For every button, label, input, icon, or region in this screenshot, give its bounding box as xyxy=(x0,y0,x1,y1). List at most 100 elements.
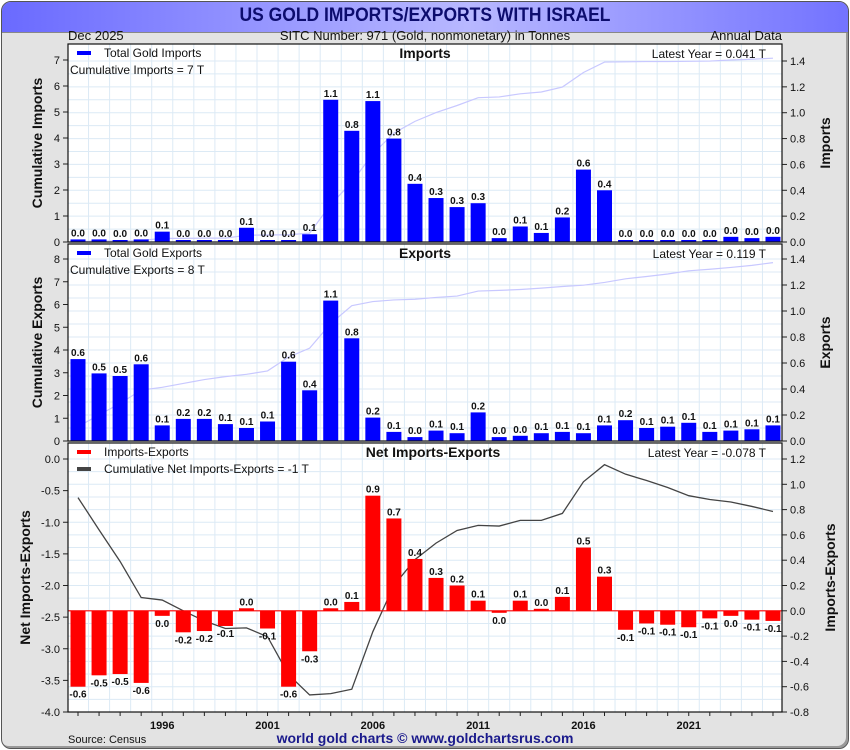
bar xyxy=(70,359,86,441)
bar-value-label: 0.6 xyxy=(282,351,296,362)
bar xyxy=(723,430,739,441)
bar-value-label: 0.1 xyxy=(429,420,443,431)
bar-value-label: 0.0 xyxy=(766,226,780,237)
bar xyxy=(154,610,170,616)
bar xyxy=(323,99,339,243)
bar xyxy=(491,610,507,613)
bar-value-label: -0.6 xyxy=(69,690,87,701)
bar-value-label: -0.1 xyxy=(617,633,635,644)
bar-value-label: 0.5 xyxy=(92,362,106,373)
bar-value-label: -0.5 xyxy=(90,678,108,689)
right-axis-tick-label: -0.8 xyxy=(790,707,809,719)
bar xyxy=(302,390,318,441)
bar-value-label: 0.0 xyxy=(134,228,148,239)
bar-value-label: 0.3 xyxy=(429,567,443,578)
right-axis-tick-label: 0.4 xyxy=(790,555,805,567)
bar-value-label: -0.1 xyxy=(217,629,235,640)
right-axis-tick-label: 1.4 xyxy=(790,254,805,266)
left-axis-tick-label: -3.0 xyxy=(41,644,60,656)
bar-value-label: 0.0 xyxy=(261,229,275,240)
bar xyxy=(681,610,697,628)
bar xyxy=(723,610,739,616)
left-axis-tick-label: 4 xyxy=(54,133,60,145)
bar-value-label: 0.0 xyxy=(176,229,190,240)
bar-value-label: 0.1 xyxy=(661,416,675,427)
bar xyxy=(533,608,549,611)
bar xyxy=(70,610,86,687)
bar xyxy=(491,437,507,441)
bar-value-label: -0.1 xyxy=(659,628,677,639)
bar-value-label: 0.1 xyxy=(155,221,169,232)
bar-value-label: 0.1 xyxy=(450,422,464,433)
bar xyxy=(196,240,212,242)
bar-value-label: -0.1 xyxy=(764,624,782,635)
right-axis-tick-label: 0.8 xyxy=(790,505,805,517)
bar-value-label: 0.3 xyxy=(471,192,485,203)
bar-value-label: 0.5 xyxy=(576,537,590,548)
right-axis-tick-label: 0.6 xyxy=(790,530,805,542)
right-axis-tick-label: -0.6 xyxy=(790,682,809,694)
right-axis-tick-label: 0.6 xyxy=(790,358,805,370)
brand-link[interactable]: world gold charts © www.goldchartsrus.co… xyxy=(276,730,574,746)
bar-value-label: 0.0 xyxy=(724,226,738,237)
right-axis-tick-label: 0.0 xyxy=(790,237,805,249)
bar-value-label: -0.1 xyxy=(680,630,698,641)
left-axis-tick-label: -4.0 xyxy=(41,707,60,719)
bar-value-label: 0.0 xyxy=(703,229,717,240)
bar xyxy=(428,577,444,611)
bar-value-label: 0.1 xyxy=(745,418,759,429)
bar-value-label: 0.1 xyxy=(155,414,169,425)
bar xyxy=(196,610,212,632)
bar xyxy=(681,240,697,242)
bar xyxy=(260,240,276,242)
bar-value-label: -0.6 xyxy=(280,690,298,701)
left-axis-tick-label: 6 xyxy=(54,81,60,93)
right-axis-label: Imports xyxy=(817,117,833,169)
bar xyxy=(618,610,634,630)
bar xyxy=(112,240,128,242)
legend-label-bars: Imports-Exports xyxy=(104,445,189,459)
bar-value-label: 0.1 xyxy=(640,417,654,428)
bar-value-label: 0.2 xyxy=(555,206,569,217)
bar-value-label: 1.1 xyxy=(324,89,338,100)
bar xyxy=(765,236,781,242)
x-axis-tick-label: 1996 xyxy=(150,720,174,732)
plot-border xyxy=(67,43,783,243)
bar xyxy=(386,138,402,242)
bar xyxy=(512,600,528,611)
bar xyxy=(618,420,634,441)
left-axis-tick-label: 0 xyxy=(54,436,60,448)
bar-value-label: 0.8 xyxy=(387,128,401,139)
bar-value-label: 0.0 xyxy=(682,229,696,240)
x-axis-tick-label: 2001 xyxy=(255,720,279,732)
bar xyxy=(154,425,170,441)
bar xyxy=(238,608,254,611)
right-axis-tick-label: 0.4 xyxy=(790,185,805,197)
bar-value-label: 0.0 xyxy=(492,616,506,627)
bar xyxy=(154,231,170,242)
chart-subtitle: SITC Number: 971 (Gold, nonmonetary) in … xyxy=(279,28,571,43)
bar xyxy=(575,433,591,441)
right-axis-tick-label: 0.4 xyxy=(790,384,805,396)
bar xyxy=(238,428,254,441)
bar xyxy=(554,217,570,242)
bar xyxy=(281,361,297,441)
bar xyxy=(702,240,718,242)
left-axis-tick-label: 8 xyxy=(54,254,60,266)
right-axis-tick-label: 1.0 xyxy=(790,479,805,491)
left-axis-tick-label: -2.0 xyxy=(41,581,60,593)
bar-value-label: 0.4 xyxy=(303,379,317,390)
right-axis-tick-label: 0.8 xyxy=(790,332,805,344)
bar xyxy=(702,431,718,441)
bar-value-label: 0.1 xyxy=(576,422,590,433)
bar xyxy=(639,428,655,441)
bar-value-label: 0.0 xyxy=(724,619,738,630)
bar xyxy=(533,232,549,242)
bar xyxy=(344,130,360,242)
bar-value-label: 0.1 xyxy=(534,422,548,433)
source-note: Source: Census xyxy=(68,734,147,746)
bar xyxy=(112,610,128,675)
panel-title: Imports xyxy=(399,45,451,61)
bar xyxy=(512,435,528,441)
